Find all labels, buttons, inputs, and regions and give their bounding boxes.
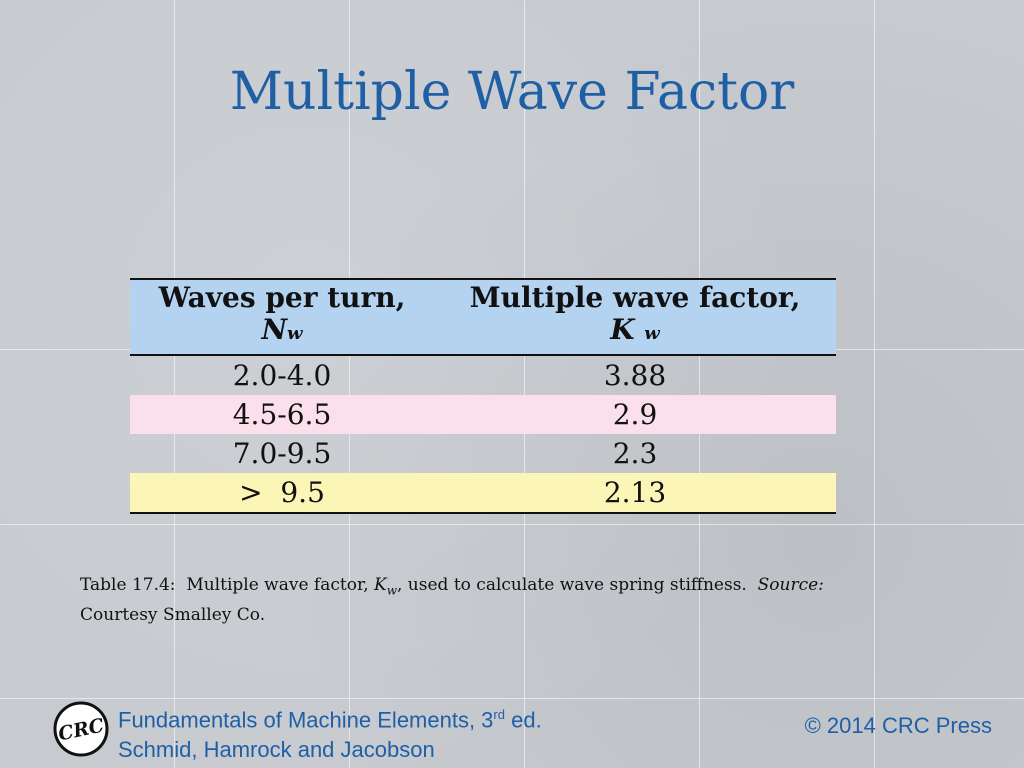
authors: Schmid, Hamrock and Jacobson — [118, 737, 435, 763]
caption-line2: Courtesy Smalley Co. — [80, 605, 266, 626]
edition-sup: rd — [493, 707, 505, 722]
table-row: 7.0-9.5 2.3 — [130, 434, 836, 473]
col2-subscript: w — [644, 323, 660, 344]
col2-symbol: K — [610, 313, 635, 346]
grid-line — [349, 0, 350, 768]
waves-cell: 4.5-6.5 — [232, 398, 332, 431]
grid-line — [0, 524, 1024, 525]
table-row: 2.0-4.0 3.88 — [130, 355, 836, 395]
factor-cell: 2.13 — [434, 473, 836, 514]
table-header-row: Waves per turn, Nw Multiple wave factor,… — [130, 278, 836, 356]
factor-cell: 2.9 — [612, 398, 658, 431]
caption-prefix: Table 17.4: Multiple wave factor, — [80, 575, 375, 595]
factor-cell: 3.88 — [603, 359, 667, 392]
caption-symbol: K — [374, 575, 387, 595]
col1-header-label: Waves per turn, — [158, 281, 406, 314]
grid-line — [524, 0, 525, 768]
waves-cell: > 9.5 — [130, 473, 434, 514]
grid-line — [699, 0, 700, 768]
book-title-suffix: ed. — [504, 707, 542, 733]
caption-subscript: w — [386, 583, 397, 598]
table-caption: Table 17.4: Multiple wave factor, Kw, us… — [80, 573, 960, 628]
grid-line — [0, 698, 1024, 699]
crc-logo: CRC — [53, 701, 109, 757]
col2-header-label: Multiple wave factor, — [469, 281, 801, 314]
table-row: 4.5-6.5 2.9 — [130, 395, 836, 434]
grid-line — [874, 0, 875, 768]
col-header-factor: Multiple wave factor, K w — [434, 278, 836, 356]
copyright: © 2014 CRC Press — [804, 713, 992, 738]
factor-cell: 2.3 — [612, 437, 658, 470]
col1-subscript: w — [287, 323, 303, 344]
wave-factor-table: Waves per turn, Nw Multiple wave factor,… — [130, 278, 836, 514]
slide-title: Multiple Wave Factor — [229, 62, 795, 122]
waves-cell: 2.0-4.0 — [232, 359, 332, 392]
footer-book-info: Fundamentals of Machine Elements, 3rd ed… — [118, 700, 542, 765]
grid-line — [174, 0, 175, 768]
waves-cell: 7.0-9.5 — [232, 437, 332, 470]
book-title: Fundamentals of Machine Elements, 3 — [118, 707, 494, 733]
caption-source-label: Source: — [757, 575, 824, 595]
col1-symbol: N — [261, 313, 288, 346]
table-row: > 9.5 2.13 — [130, 473, 836, 514]
col-header-waves: Waves per turn, Nw — [130, 278, 434, 356]
caption-middle: , used to calculate wave spring stiffnes… — [397, 575, 758, 595]
